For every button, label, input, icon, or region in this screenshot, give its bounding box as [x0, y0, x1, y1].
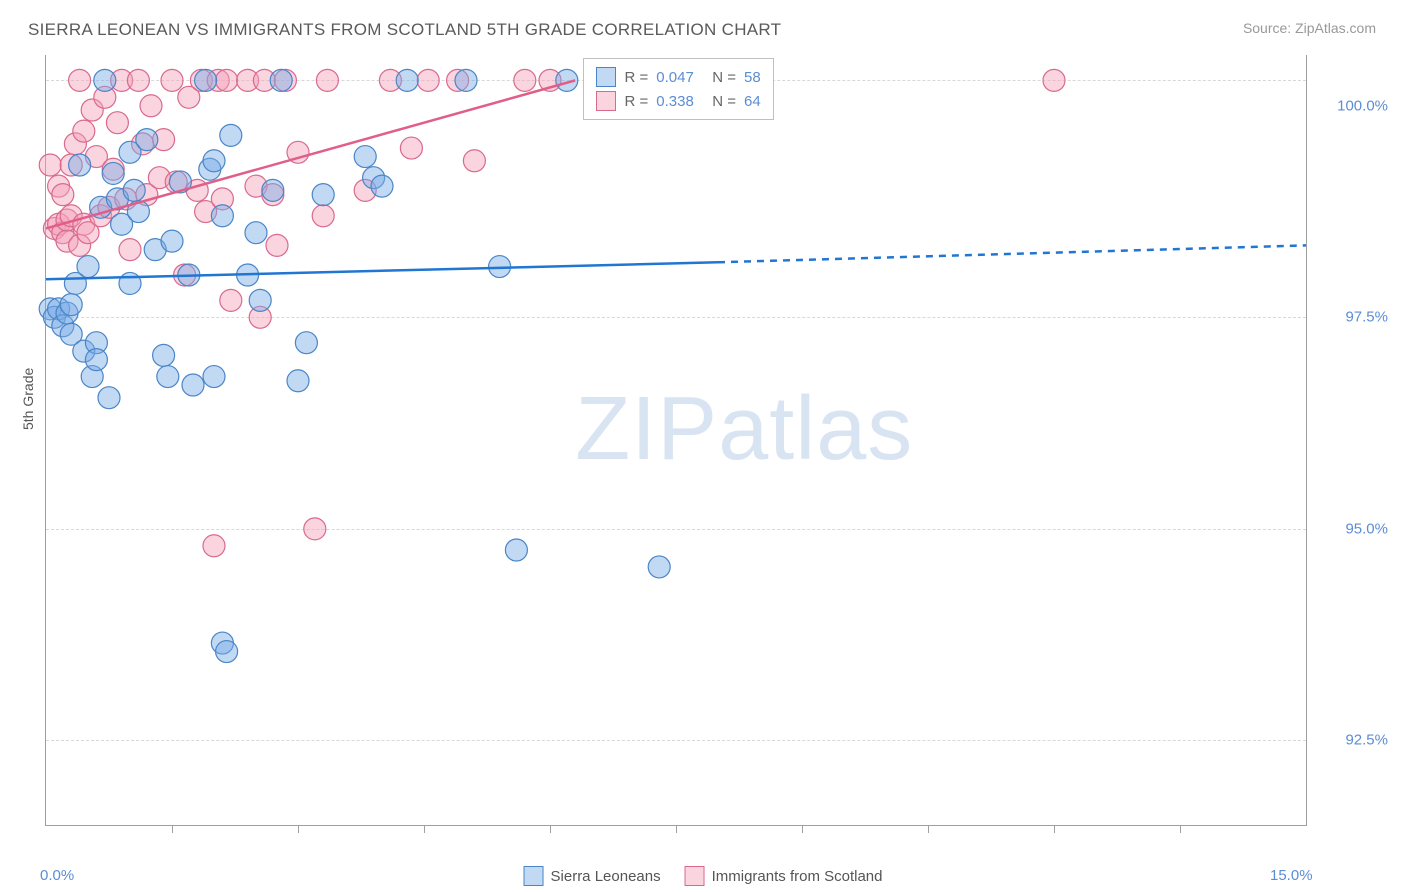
- data-point-blue: [295, 332, 317, 354]
- data-point-blue: [270, 69, 292, 91]
- legend-row: R = 0.047 N = 58: [596, 65, 760, 89]
- legend-item: Sierra Leoneans: [524, 866, 661, 886]
- data-point-blue: [262, 179, 284, 201]
- xtick-mark: [676, 825, 677, 833]
- data-point-blue: [69, 154, 91, 176]
- r-value: 0.047: [656, 69, 704, 86]
- n-value: 58: [744, 69, 761, 86]
- series-legend: Sierra Leoneans Immigrants from Scotland: [524, 866, 883, 886]
- xtick-mark: [298, 825, 299, 833]
- data-point-blue: [505, 539, 527, 561]
- n-label: N =: [712, 93, 736, 110]
- trend-line: [718, 245, 1306, 262]
- ytick-label: 97.5%: [1345, 309, 1388, 326]
- data-point-pink: [312, 205, 334, 227]
- ytick-label: 100.0%: [1337, 97, 1388, 114]
- ytick-label: 92.5%: [1345, 732, 1388, 749]
- data-point-blue: [182, 374, 204, 396]
- data-point-pink: [400, 137, 422, 159]
- data-point-pink: [161, 69, 183, 91]
- legend-swatch: [524, 866, 544, 886]
- xtick-mark: [172, 825, 173, 833]
- data-point-pink: [220, 289, 242, 311]
- data-point-pink: [106, 112, 128, 134]
- data-point-blue: [98, 387, 120, 409]
- y-axis-label: 5th Grade: [20, 368, 36, 430]
- legend-item: Immigrants from Scotland: [685, 866, 883, 886]
- data-point-blue: [94, 69, 116, 91]
- data-point-pink: [216, 69, 238, 91]
- legend-swatch: [596, 91, 616, 111]
- xtick-mark: [928, 825, 929, 833]
- data-point-blue: [85, 349, 107, 371]
- data-point-blue: [153, 344, 175, 366]
- r-label: R =: [624, 93, 648, 110]
- plot-area: ZIPatlas: [45, 55, 1307, 826]
- data-point-blue: [161, 230, 183, 252]
- data-point-blue: [220, 124, 242, 146]
- data-point-pink: [304, 518, 326, 540]
- data-point-pink: [463, 150, 485, 172]
- n-value: 64: [744, 93, 761, 110]
- data-point-pink: [1043, 69, 1065, 91]
- n-label: N =: [712, 69, 736, 86]
- data-point-blue: [195, 69, 217, 91]
- legend-label: Immigrants from Scotland: [712, 868, 883, 885]
- chart-title: SIERRA LEONEAN VS IMMIGRANTS FROM SCOTLA…: [28, 20, 781, 40]
- data-point-pink: [73, 120, 95, 142]
- data-point-blue: [354, 146, 376, 168]
- data-point-pink: [203, 535, 225, 557]
- xtick-mark: [550, 825, 551, 833]
- data-point-pink: [266, 234, 288, 256]
- data-point-blue: [136, 129, 158, 151]
- data-point-blue: [455, 69, 477, 91]
- data-point-blue: [396, 69, 418, 91]
- data-point-blue: [203, 366, 225, 388]
- legend-swatch: [685, 866, 705, 886]
- data-point-blue: [203, 150, 225, 172]
- r-value: 0.338: [656, 93, 704, 110]
- data-point-blue: [312, 184, 334, 206]
- data-point-pink: [127, 69, 149, 91]
- trend-line: [46, 262, 718, 279]
- data-point-blue: [371, 175, 393, 197]
- data-point-pink: [417, 69, 439, 91]
- legend-label: Sierra Leoneans: [551, 868, 661, 885]
- data-point-pink: [39, 154, 61, 176]
- chart-svg: [46, 55, 1306, 825]
- data-point-pink: [316, 69, 338, 91]
- data-point-pink: [52, 184, 74, 206]
- xtick-mark: [1054, 825, 1055, 833]
- data-point-pink: [514, 69, 536, 91]
- data-point-blue: [157, 366, 179, 388]
- legend-swatch: [596, 67, 616, 87]
- source-attribution: Source: ZipAtlas.com: [1243, 20, 1376, 36]
- data-point-blue: [287, 370, 309, 392]
- chart-container: SIERRA LEONEAN VS IMMIGRANTS FROM SCOTLA…: [0, 0, 1406, 892]
- xtick-min: 0.0%: [40, 867, 74, 884]
- data-point-blue: [123, 179, 145, 201]
- data-point-blue: [60, 294, 82, 316]
- data-point-pink: [119, 239, 141, 261]
- xtick-max: 15.0%: [1270, 867, 1313, 884]
- xtick-mark: [1180, 825, 1181, 833]
- data-point-blue: [216, 641, 238, 663]
- data-point-blue: [245, 222, 267, 244]
- data-point-blue: [77, 256, 99, 278]
- data-point-blue: [102, 162, 124, 184]
- data-point-blue: [211, 205, 233, 227]
- xtick-mark: [802, 825, 803, 833]
- data-point-pink: [140, 95, 162, 117]
- ytick-label: 95.0%: [1345, 520, 1388, 537]
- data-point-pink: [69, 69, 91, 91]
- r-label: R =: [624, 69, 648, 86]
- data-point-blue: [648, 556, 670, 578]
- stats-legend: R = 0.047 N = 58 R = 0.338 N = 64: [583, 58, 773, 120]
- xtick-mark: [424, 825, 425, 833]
- legend-row: R = 0.338 N = 64: [596, 89, 760, 113]
- data-point-blue: [249, 289, 271, 311]
